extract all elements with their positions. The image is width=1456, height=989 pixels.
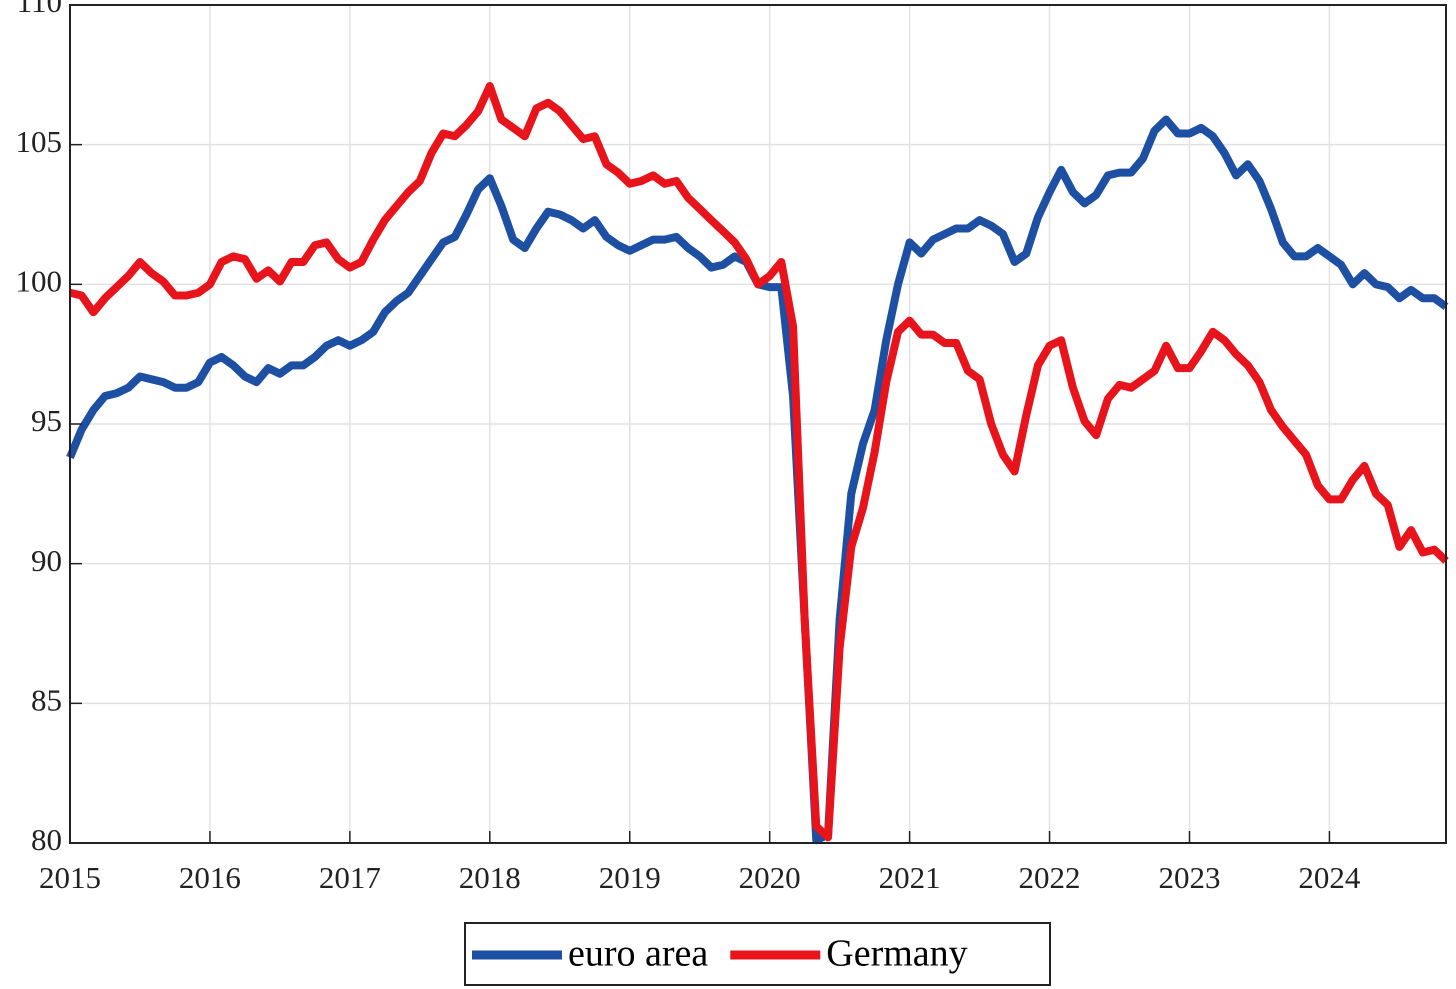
legend: euro area Germany (464, 922, 1051, 986)
y-tick-label: 95 (31, 403, 62, 438)
x-tick-label: 2016 (179, 860, 241, 895)
y-tick-label: 100 (16, 263, 63, 298)
legend-label: Germany (826, 933, 967, 975)
x-tick-label: 2018 (459, 860, 521, 895)
series-line (69, 82, 1449, 842)
x-tick-label: 2022 (1019, 860, 1081, 895)
legend-label: euro area (568, 933, 708, 975)
x-tick-label: 2020 (739, 860, 801, 895)
lines (66, 82, 1449, 845)
x-tick-label: 2023 (1158, 860, 1220, 895)
x-tick-label: 2024 (1298, 860, 1361, 895)
x-tick-label: 2021 (879, 860, 941, 895)
x-tick-label: 2017 (319, 860, 381, 895)
ticks: 80 85 90 95 100 105 110 2015 2016 2017 2018 2019 202… (16, 0, 1361, 895)
y-tick-label: 85 (31, 682, 62, 717)
y-tick-label: 110 (17, 0, 62, 19)
x-tick-label: 2015 (39, 860, 101, 895)
series-line (66, 115, 1449, 845)
x-tick-label: 2019 (599, 860, 661, 895)
y-tick-label: 105 (16, 124, 63, 159)
y-tick-label: 80 (31, 822, 62, 857)
y-tick-label: 90 (31, 543, 62, 578)
grid (69, 4, 1446, 844)
